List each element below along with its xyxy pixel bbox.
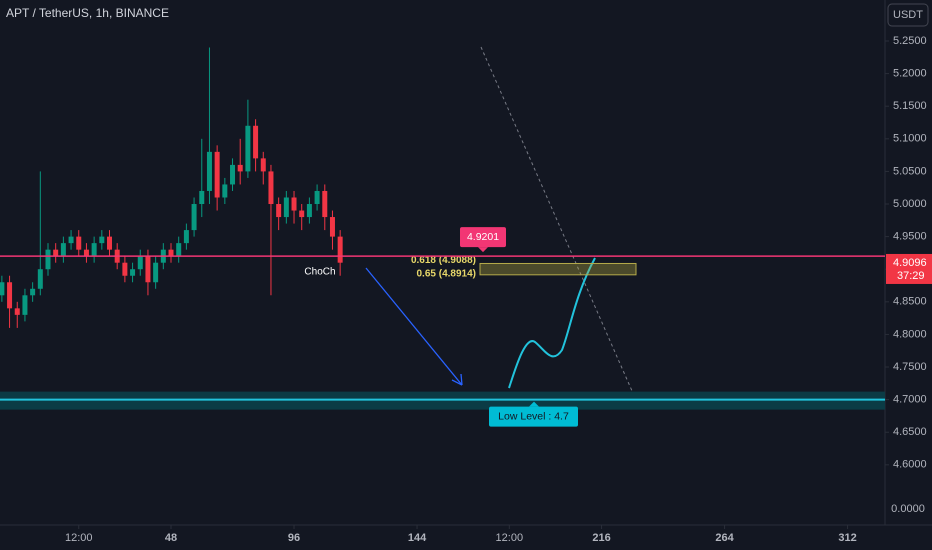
- level-label: 4.9201: [467, 231, 499, 243]
- candle-body: [22, 295, 28, 315]
- candle-body: [176, 243, 182, 257]
- volume-axis-label: 0.0000: [891, 503, 925, 515]
- candle-body: [0, 282, 5, 296]
- x-tick-label: 96: [288, 532, 300, 544]
- candle-body: [314, 190, 320, 205]
- y-tick-label: 4.8000: [893, 328, 927, 340]
- candle-body: [137, 256, 143, 270]
- trend-line: [480, 46, 637, 401]
- x-tick-label: 264: [715, 532, 734, 544]
- candle-body: [337, 236, 343, 263]
- candle-body: [283, 197, 289, 218]
- y-tick-label: 4.7500: [893, 361, 927, 373]
- candle-body: [237, 164, 243, 172]
- candle-body: [322, 190, 328, 218]
- level-label-pointer: [478, 247, 488, 253]
- y-tick-label: 5.0000: [893, 198, 927, 210]
- candle-body: [206, 151, 212, 191]
- x-tick-label: 48: [165, 532, 177, 544]
- candle-body: [83, 249, 89, 257]
- candle-body: [68, 236, 74, 244]
- candle-body: [153, 262, 159, 283]
- fib-label: 0.65 (4.8914): [417, 268, 477, 279]
- x-tick-label: 12:00: [496, 532, 524, 544]
- candle-body: [222, 184, 228, 198]
- candle-body: [329, 217, 335, 237]
- y-tick-label: 5.1000: [893, 133, 927, 145]
- candle-body: [145, 256, 151, 283]
- candle-body: [306, 204, 312, 218]
- x-tick-label: 312: [838, 532, 856, 544]
- arrow: [365, 267, 463, 386]
- y-tick-label: 5.2000: [893, 68, 927, 80]
- candle-body: [276, 204, 282, 218]
- level-label-box: [460, 227, 506, 248]
- candle-body: [230, 164, 236, 185]
- candle-body: [183, 230, 189, 244]
- low-level-label-pointer: [529, 401, 539, 407]
- x-tick-label: 144: [408, 532, 427, 544]
- candle-body: [130, 269, 136, 276]
- candle-body: [214, 151, 220, 198]
- candle-body: [168, 249, 174, 257]
- candle-body: [107, 236, 113, 250]
- candle-body: [268, 171, 274, 205]
- candle-body: [60, 243, 66, 257]
- chart-title: APT / TetherUS, 1h, BINANCE: [6, 6, 169, 20]
- candle-body: [245, 125, 251, 172]
- y-tick-label: 4.7000: [893, 394, 927, 406]
- candle-body: [99, 236, 105, 244]
- candle-body: [45, 249, 51, 270]
- candle-body: [253, 125, 259, 159]
- fib-zone: [479, 262, 637, 276]
- currency-button-label[interactable]: USDT: [893, 9, 923, 21]
- arrow-head: [451, 373, 463, 386]
- candle-body: [191, 204, 197, 231]
- last-price-label: 4.9096: [893, 257, 927, 269]
- x-tick-label: 12:00: [65, 532, 93, 544]
- fib-label: 0.618 (4.9088): [411, 255, 476, 266]
- y-tick-label: 5.2500: [893, 35, 927, 47]
- y-tick-label: 5.0500: [893, 165, 927, 177]
- candle-body: [291, 197, 297, 211]
- y-tick-label: 4.6000: [893, 459, 927, 471]
- x-tick-label: 216: [592, 532, 610, 544]
- annotation: ChoCh: [304, 267, 335, 278]
- candle-body: [53, 249, 59, 257]
- candle-body: [30, 288, 36, 296]
- currency-button[interactable]: [887, 3, 929, 27]
- candle-body: [7, 282, 13, 309]
- last-price-box: [886, 253, 932, 284]
- y-tick-label: 4.9500: [893, 231, 927, 243]
- y-tick-label: 4.6500: [893, 426, 927, 438]
- low-level-label-box: [489, 406, 578, 427]
- y-tick-label: 4.8500: [893, 296, 927, 308]
- candle-body: [122, 262, 128, 276]
- countdown-label: 37:29: [897, 270, 925, 282]
- candle-body: [199, 190, 205, 205]
- y-tick-label: 5.1500: [893, 100, 927, 112]
- projection-curve: [508, 257, 596, 389]
- candle-body: [91, 243, 97, 257]
- candle-body: [299, 210, 305, 218]
- candle-body: [260, 158, 266, 172]
- candle-body: [37, 269, 43, 289]
- low-level-label: Low Level : 4.7: [498, 410, 569, 422]
- candle-body: [76, 236, 82, 250]
- candle-body: [14, 308, 20, 315]
